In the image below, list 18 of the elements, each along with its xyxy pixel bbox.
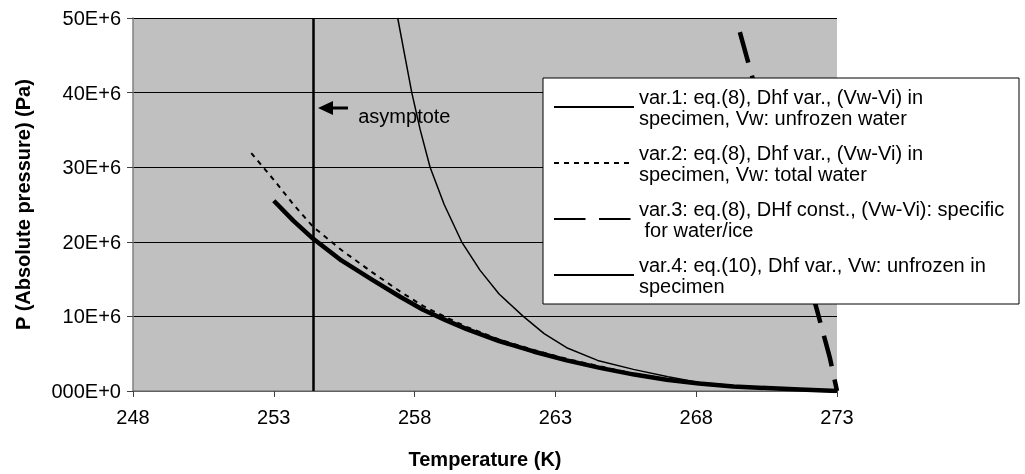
x-axis-title: Temperature (K) (408, 448, 562, 470)
x-tick-label: 268 (679, 406, 713, 428)
legend-label: var.4: eq.(10), Dhf var., Vw: unfrozen in specimen (639, 253, 992, 297)
y-tick-label: 50E+6 (62, 7, 121, 29)
y-tick-label: 10E+6 (62, 305, 121, 328)
y-tick-label: 20E+6 (62, 230, 121, 253)
y-tick-label: 000E+0 (51, 380, 121, 402)
legend-label: var.3: eq.(8), DHf const., (Vw-Vi): specific for water/ice (639, 197, 1005, 241)
legend-label: var.2: eq.(8), Dhf var., (Vw-Vi) in specimen, Vw: total water (639, 141, 929, 185)
y-tick-label: 40E+6 (62, 81, 121, 104)
x-tick-label: 263 (538, 406, 573, 428)
x-tick-label: 258 (397, 406, 432, 428)
x-tick-label: 253 (257, 406, 291, 428)
legend-label: var.1: eq.(8), Dhf var., (Vw-Vi) in specimen, Vw: unfrozen water (639, 85, 929, 129)
y-tick-label: 30E+6 (62, 156, 121, 179)
x-tick-label: 273 (820, 406, 854, 428)
y-axis-title: P (Absolute pressure) (Pa) (12, 79, 34, 330)
x-tick-label: 248 (116, 406, 150, 428)
